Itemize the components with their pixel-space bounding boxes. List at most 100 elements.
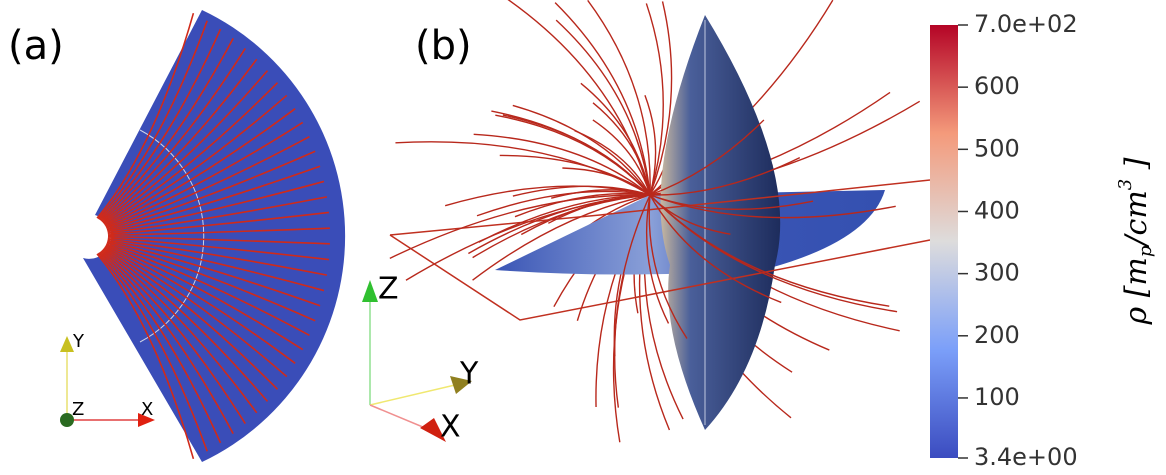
streamline <box>106 135 310 229</box>
streamline <box>97 20 208 220</box>
streamline <box>100 250 246 425</box>
streamline <box>649 194 731 235</box>
tick-label: 500 <box>974 134 1020 162</box>
streamline <box>107 238 328 276</box>
streamline <box>105 121 304 228</box>
panel-a <box>83 10 346 462</box>
axis-triad: Z Y X <box>362 272 479 445</box>
label-part: m <box>1119 257 1154 285</box>
streamline <box>649 1 673 196</box>
streamline <box>551 189 651 199</box>
streamline <box>105 244 304 351</box>
streamline <box>649 194 898 313</box>
streamline <box>478 194 651 243</box>
axis-label: Y <box>459 357 479 392</box>
streamline <box>649 194 896 219</box>
streamline <box>389 194 651 259</box>
streamline <box>574 129 651 196</box>
label-part: ] <box>1119 157 1154 179</box>
axis-label: X <box>440 410 461 445</box>
streamline <box>587 0 651 196</box>
streamline <box>99 251 234 434</box>
streamline <box>555 19 651 196</box>
tick-label: 200 <box>974 321 1020 349</box>
axis-arrow <box>450 376 472 394</box>
streamline <box>96 12 195 219</box>
axis-arrow <box>138 413 155 427</box>
streamline <box>101 249 258 414</box>
streamline <box>98 251 222 444</box>
streamline <box>554 2 651 196</box>
colorbar-label: ρ [mp/cm3 ] <box>1115 157 1156 325</box>
streamline <box>514 192 651 218</box>
streamline <box>491 110 651 196</box>
axis-dot <box>60 413 74 427</box>
streamlines-front <box>389 0 898 408</box>
streamline <box>103 82 279 225</box>
streamline <box>473 133 651 196</box>
panel-label: (b) <box>415 23 472 69</box>
streamline <box>649 194 782 304</box>
streamline <box>107 180 325 233</box>
tick-label: 600 <box>974 72 1020 100</box>
streamline <box>645 194 670 324</box>
streamline <box>96 253 195 460</box>
streamline <box>107 165 321 232</box>
streamline <box>107 235 330 245</box>
streamline <box>98 28 222 221</box>
tick-label: 7.0e+02 <box>974 10 1078 38</box>
streamline <box>395 141 651 196</box>
streamline <box>107 237 329 261</box>
axis-label: Z <box>72 399 84 420</box>
streamline <box>107 227 330 237</box>
streamline <box>104 245 296 364</box>
streamline <box>649 156 801 196</box>
tick-label: 300 <box>974 259 1020 287</box>
streamline <box>649 119 765 196</box>
label-part: /cm <box>1119 190 1154 248</box>
colorbar <box>930 25 958 458</box>
colorbar-ticks: 7.0e+02 600 500 400 300 200 100 3.4e+00 <box>958 10 1078 471</box>
axis-arrow <box>420 418 446 442</box>
wedge <box>83 10 346 462</box>
axis-label: X <box>141 399 153 420</box>
axis-label: Z <box>378 272 399 307</box>
streamline <box>107 196 328 234</box>
streamline <box>106 242 316 322</box>
axis-line <box>369 404 431 431</box>
streamline <box>101 58 258 223</box>
streamline <box>107 239 325 292</box>
panel-b-surfaces <box>389 15 931 430</box>
streamline <box>512 104 651 196</box>
streamline <box>472 194 651 281</box>
panel-label: (a) <box>8 23 64 69</box>
axis-line <box>369 384 456 406</box>
streamline <box>613 194 651 408</box>
streamline <box>507 0 651 196</box>
streamline <box>104 246 288 378</box>
streamline <box>107 240 321 307</box>
streamline <box>107 211 329 235</box>
vertical-plane <box>660 15 781 430</box>
tick-label: 100 <box>974 383 1020 411</box>
label-part: ρ [ <box>1119 285 1154 325</box>
streamline <box>648 194 688 339</box>
streamline <box>104 94 288 226</box>
streamline <box>499 154 651 196</box>
streamline <box>100 47 246 222</box>
streamline <box>645 3 664 196</box>
axis-arrow <box>362 280 378 302</box>
streamline <box>102 248 269 402</box>
streamline <box>102 70 269 224</box>
axis-arrow <box>60 336 74 352</box>
streamline <box>106 243 310 337</box>
axis-label: Y <box>72 331 85 352</box>
label-part: 3 <box>1115 179 1136 190</box>
streamline <box>99 38 234 221</box>
streamline <box>104 108 296 227</box>
tick-label: 400 <box>974 196 1020 224</box>
label-part: p <box>1135 245 1156 257</box>
tick-label: 3.4e+00 <box>974 443 1078 471</box>
streamline <box>97 252 208 452</box>
